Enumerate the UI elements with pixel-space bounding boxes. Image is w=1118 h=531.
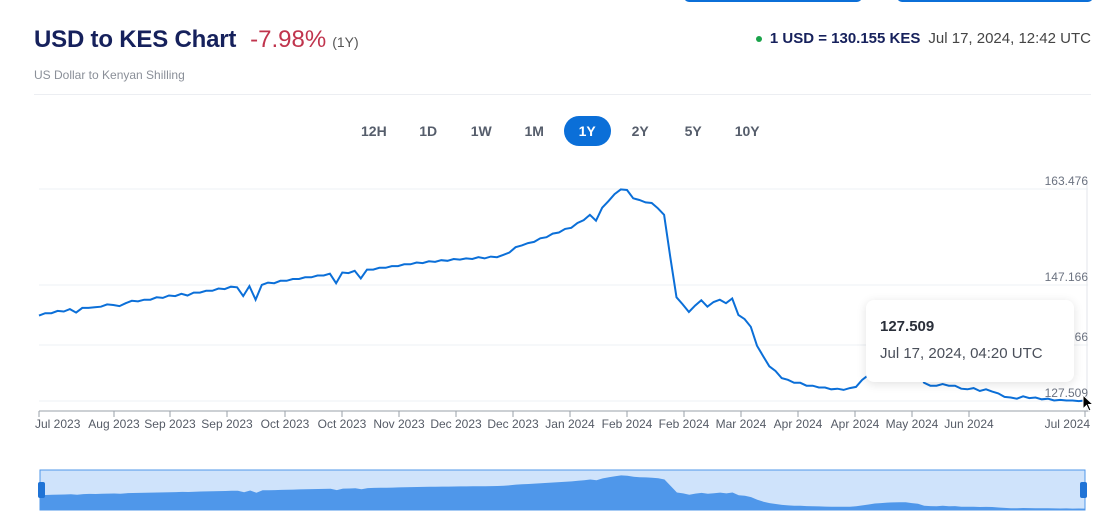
period-label: (1Y) [332, 34, 359, 50]
tab-1d[interactable]: 1D [419, 123, 438, 139]
navigator-left-handle[interactable] [38, 482, 45, 498]
x-tick-label: Feb 2024 [602, 417, 653, 431]
tab-2y[interactable]: 2Y [631, 123, 649, 139]
x-tick-label: Nov 2023 [373, 417, 425, 431]
rate-timestamp: Jul 17, 2024, 12:42 UTC [928, 30, 1091, 47]
x-tick-label: Aug 2023 [88, 417, 140, 431]
range-tabs: 12H 1D 1W 1M 1Y 2Y 5Y 10Y [349, 116, 778, 146]
x-tick-label: Dec 2023 [487, 417, 539, 431]
x-tick-label: Jan 2024 [545, 417, 595, 431]
chart-title-row: USD to KES Chart -7.98% (1Y) [34, 26, 359, 54]
tooltip-time: Jul 17, 2024, 04:20 UTC [880, 345, 1043, 362]
x-tick-label: Jul 2023 [35, 417, 81, 431]
x-tick-label: Jul 2024 [1045, 417, 1091, 431]
chart-subtitle: US Dollar to Kenyan Shilling [34, 68, 185, 82]
x-tick-label: Oct 2023 [261, 417, 310, 431]
x-tick-label: May 2024 [886, 417, 939, 431]
y-tick-label: 147.166 [1045, 270, 1089, 284]
navigator-right-handle[interactable] [1080, 482, 1087, 498]
live-rate: 1 USD = 130.155 KES Jul 17, 2024, 12:42 … [755, 30, 1091, 47]
x-tick-label: Apr 2024 [774, 417, 823, 431]
tooltip-value: 127.509 [880, 318, 935, 335]
chart-tooltip: 127.509 Jul 17, 2024, 04:20 UTC [866, 300, 1074, 382]
rate-pair: 1 USD = 130.155 KES [769, 30, 921, 47]
tab-5y[interactable]: 5Y [684, 123, 702, 139]
x-tick-label: Sep 2023 [144, 417, 196, 431]
x-tick-label: Dec 2023 [430, 417, 482, 431]
navigator-area [40, 475, 1085, 510]
x-tick-label: Sep 2023 [201, 417, 253, 431]
mouse-cursor-icon [1082, 394, 1094, 412]
tab-1w[interactable]: 1W [470, 123, 492, 139]
tab-1m[interactable]: 1M [524, 123, 544, 139]
change-percent: -7.98% [250, 26, 327, 53]
x-tick-label: Mar 2024 [716, 417, 767, 431]
x-tick-label: Jun 2024 [944, 417, 994, 431]
tab-12h[interactable]: 12H [361, 123, 387, 139]
y-tick-label: 163.476 [1045, 174, 1089, 188]
chart-title: USD to KES Chart [34, 26, 237, 53]
tab-1y[interactable]: 1Y [563, 116, 611, 146]
x-tick-label: Apr 2024 [831, 417, 880, 431]
header-divider [34, 94, 1091, 95]
x-tick-label: Oct 2023 [318, 417, 367, 431]
x-tick-label: Feb 2024 [659, 417, 710, 431]
tab-10y[interactable]: 10Y [734, 123, 760, 139]
top-action-button[interactable] [897, 0, 1093, 2]
y-tick-label: 127.509 [1045, 386, 1089, 400]
top-action-button[interactable] [684, 0, 862, 2]
live-dot-icon [755, 35, 762, 42]
x-axis: Jul 2023 Aug 2023 Sep 2023 Sep 2023 Oct 2023… [35, 410, 1091, 431]
